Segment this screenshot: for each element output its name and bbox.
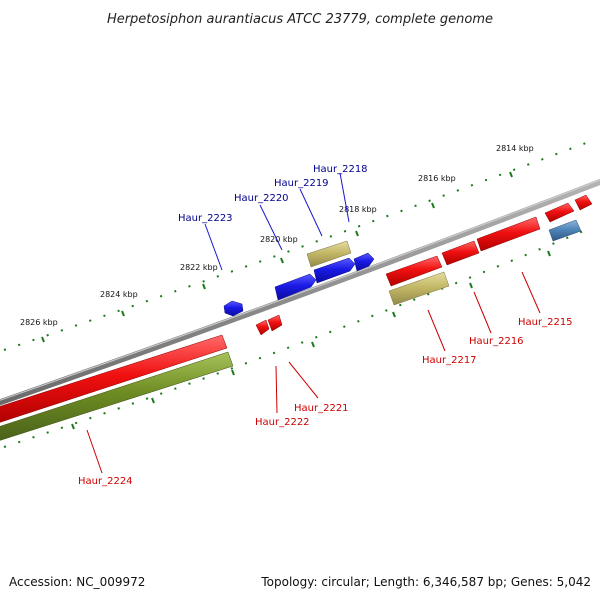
gene-haur-2224-bar[interactable] xyxy=(0,334,228,424)
gene-haur-2222-arrow[interactable] xyxy=(255,319,270,336)
gene-haur-2218-arrow[interactable] xyxy=(353,252,375,272)
inner-major-ticks xyxy=(71,250,551,430)
map-title: Herpetosiphon aurantiacus ATCC 23779, co… xyxy=(107,12,493,27)
label-haur-2217[interactable]: Haur_2217 xyxy=(422,355,477,366)
tick-label-2824: 2824 kbp xyxy=(100,290,138,299)
label-haur-2218[interactable]: Haur_2218 xyxy=(313,164,368,175)
gene-haur-2219-arrow[interactable] xyxy=(313,257,356,284)
outer-scale-dots xyxy=(3,142,587,351)
leader-haur-2216 xyxy=(473,291,492,334)
leader-haur-2215 xyxy=(521,271,541,314)
rna-khaki-forward[interactable] xyxy=(306,240,352,268)
gene-haur-2221-arrow[interactable] xyxy=(267,314,283,332)
tick-label-2826: 2826 kbp xyxy=(20,318,58,327)
gene-haur-2216-arrow[interactable] xyxy=(441,240,480,266)
leader-haur-2222 xyxy=(275,365,278,414)
label-haur-2215[interactable]: Haur_2215 xyxy=(518,317,573,328)
reverse-strand-features xyxy=(0,194,593,442)
accession-text: Accession: NC_009972 xyxy=(9,575,145,589)
leader-haur-2223 xyxy=(204,223,223,271)
forward-strand-features xyxy=(223,240,375,317)
reverse-gene-labels: Haur_2224 Haur_2222 Haur_2221 Haur_2217 … xyxy=(78,271,573,487)
label-haur-2222[interactable]: Haur_2222 xyxy=(255,417,310,428)
label-haur-2216[interactable]: Haur_2216 xyxy=(469,336,524,347)
gene-red-small-1[interactable] xyxy=(544,202,575,223)
gene-haur-2223-arrow[interactable] xyxy=(223,300,244,317)
forward-gene-labels: Haur_2223 Haur_2220 Haur_2219 Haur_2218 xyxy=(178,164,368,271)
tick-label-2820: 2820 kbp xyxy=(260,235,298,244)
gene-red-small-2[interactable] xyxy=(574,194,593,211)
tick-label-2822: 2822 kbp xyxy=(180,263,218,272)
label-haur-2219[interactable]: Haur_2219 xyxy=(274,178,329,189)
tick-label-2816: 2816 kbp xyxy=(418,174,456,183)
outer-scale-ring xyxy=(3,142,587,351)
gene-haur-2217-arrow[interactable] xyxy=(385,255,443,287)
outer-major-ticks xyxy=(41,171,513,343)
gene-steelblue-block[interactable] xyxy=(548,219,582,242)
genome-backbone xyxy=(0,178,600,406)
label-haur-2224[interactable]: Haur_2224 xyxy=(78,476,133,487)
gene-haur-2215-arrow[interactable] xyxy=(476,216,541,252)
leader-haur-2220 xyxy=(259,204,283,251)
label-haur-2221[interactable]: Haur_2221 xyxy=(294,403,349,414)
gene-haur-2220-arrow[interactable] xyxy=(274,273,317,301)
tick-label-2818: 2818 kbp xyxy=(339,205,377,214)
label-haur-2223[interactable]: Haur_2223 xyxy=(178,213,233,224)
outer-tick-labels: 2814 kbp 2816 kbp 2818 kbp 2820 kbp 2822… xyxy=(20,144,534,327)
rna-khaki-reverse[interactable] xyxy=(388,271,450,306)
leader-haur-2219 xyxy=(299,188,323,237)
leader-haur-2217 xyxy=(427,309,446,352)
tick-label-2814: 2814 kbp xyxy=(496,144,534,153)
leader-haur-2224 xyxy=(86,429,103,474)
leader-haur-2218 xyxy=(339,172,350,223)
leader-haur-2221 xyxy=(288,361,319,399)
rna-olive-bar[interactable] xyxy=(0,351,234,442)
inner-scale-ring xyxy=(3,229,587,448)
label-haur-2220[interactable]: Haur_2220 xyxy=(234,193,289,204)
topology-text: Topology: circular; Length: 6,346,587 bp… xyxy=(260,575,591,589)
